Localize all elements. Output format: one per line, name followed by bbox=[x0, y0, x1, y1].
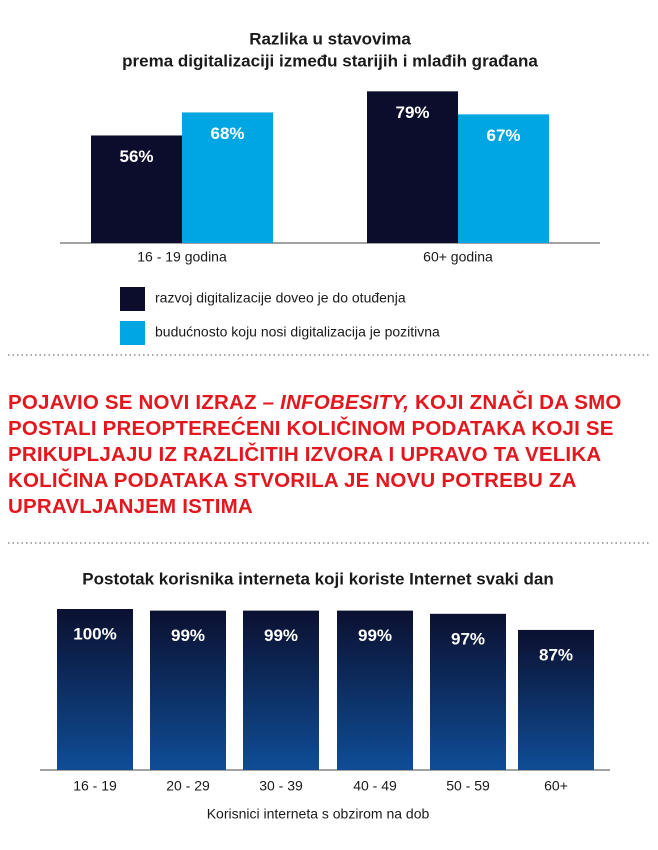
value-label: 87% bbox=[539, 645, 573, 664]
x-tick-label: 60+ bbox=[544, 778, 568, 794]
x-tick-label: 16 - 19 godina bbox=[137, 249, 227, 265]
legend-swatch bbox=[120, 287, 145, 311]
bar bbox=[243, 610, 319, 770]
value-label: 99% bbox=[358, 626, 392, 645]
x-tick-label: 60+ godina bbox=[423, 249, 493, 265]
bar bbox=[57, 609, 133, 770]
callout-emphasis: INFOBESITY, bbox=[280, 391, 410, 414]
x-tick-label: 30 - 39 bbox=[259, 778, 303, 794]
bar bbox=[367, 91, 458, 243]
bar bbox=[150, 610, 226, 770]
legend-label: budućnosto koju nosi digitalizacija je p… bbox=[155, 324, 440, 340]
chart-subtitle: prema digitalizaciji između starijih i m… bbox=[122, 51, 538, 70]
value-label: 99% bbox=[264, 626, 298, 645]
value-label: 99% bbox=[171, 626, 205, 645]
x-tick-label: 20 - 29 bbox=[166, 778, 210, 794]
legend-swatch bbox=[120, 321, 145, 345]
value-label: 68% bbox=[210, 124, 244, 143]
chart-title: Postotak korisnika interneta koji korist… bbox=[82, 569, 553, 588]
value-label: 97% bbox=[451, 629, 485, 648]
bar bbox=[91, 135, 182, 243]
value-label: 56% bbox=[119, 147, 153, 166]
callout-text: KOJI ZNAČI DA SMO POSTALI PREOPTEREĆENI … bbox=[8, 391, 622, 518]
bar bbox=[182, 112, 273, 243]
bar bbox=[337, 610, 413, 770]
value-label: 79% bbox=[395, 103, 429, 122]
x-tick-label: 50 - 59 bbox=[446, 778, 490, 794]
x-axis-label: Korisnici interneta s obzirom na dob bbox=[207, 806, 430, 822]
callout: POJAVIO SE NOVI IZRAZ – INFOBESITY, KOJI… bbox=[8, 390, 633, 520]
legend-label: razvoj digitalizacije doveo je do otuđen… bbox=[155, 290, 406, 306]
value-label: 100% bbox=[73, 624, 116, 643]
bar bbox=[430, 613, 506, 770]
bar bbox=[458, 114, 549, 243]
x-tick-label: 40 - 49 bbox=[353, 778, 397, 794]
chart-title: Razlika u stavovima bbox=[249, 29, 411, 48]
x-tick-label: 16 - 19 bbox=[73, 778, 117, 794]
callout-text: POJAVIO SE NOVI IZRAZ – bbox=[8, 391, 281, 414]
bar bbox=[518, 629, 594, 770]
value-label: 67% bbox=[486, 126, 520, 145]
